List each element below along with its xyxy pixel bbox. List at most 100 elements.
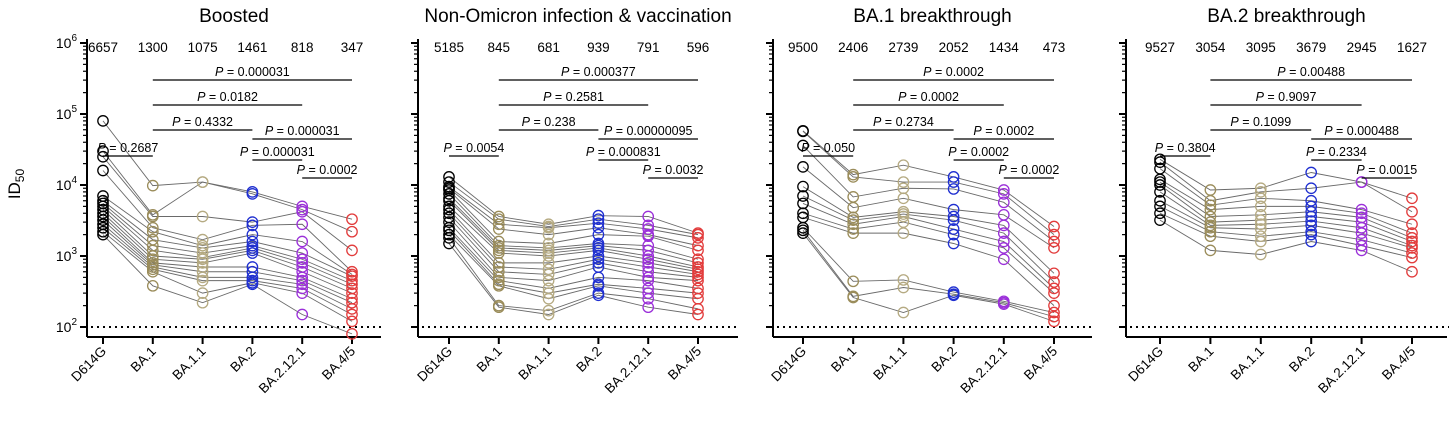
data-point: [1048, 315, 1060, 328]
x-tick-label: BA.2.12.1: [256, 344, 309, 397]
data-point: [1204, 230, 1217, 243]
data-point: [997, 227, 1010, 239]
x-tick-label: D614G: [1125, 344, 1166, 385]
p-value-label: P = 0.0182: [197, 90, 258, 104]
data-point: [1305, 182, 1318, 195]
p-value-label: P = 0.0002: [998, 163, 1059, 177]
gmt-value-label: 845: [488, 40, 511, 55]
x-tick-label: BA.1.1: [515, 344, 554, 383]
p-value-label: P = 0.0002: [297, 163, 358, 177]
y-axis-label: ID50: [5, 169, 27, 200]
series-line: [1159, 184, 1413, 242]
data-point: [997, 219, 1010, 232]
series-line: [802, 203, 1055, 289]
data-point: [1406, 192, 1418, 205]
y-axis-label-main: ID: [5, 182, 24, 199]
series-line: [1159, 161, 1413, 213]
data-point: [947, 237, 960, 250]
series-line: [448, 234, 699, 300]
x-tick-label: BA.2: [227, 344, 258, 375]
x-tick-label: BA.2.12.1: [957, 344, 1010, 397]
data-point: [947, 214, 960, 226]
data-point: [97, 164, 109, 177]
data-point: [346, 278, 358, 291]
y-axis-label-subscript: 50: [13, 169, 27, 183]
series-line: [1159, 205, 1413, 254]
data-point: [1154, 153, 1166, 166]
series-line: [1159, 212, 1413, 259]
data-point: [346, 274, 358, 287]
series-line: [1159, 181, 1413, 239]
data-point: [196, 257, 209, 269]
gmt-value-label: 9500: [788, 40, 818, 55]
series-line: [448, 176, 699, 234]
series-line: [448, 197, 699, 264]
data-point: [296, 274, 309, 287]
series-line: [1159, 168, 1413, 225]
data-point: [847, 227, 860, 239]
gmt-value-label: 596: [687, 40, 710, 55]
data-point: [997, 184, 1010, 196]
data-point: [443, 216, 455, 228]
data-point: [692, 244, 704, 257]
data-point: [1254, 214, 1267, 226]
data-point: [443, 224, 455, 237]
data-point: [897, 159, 910, 172]
data-point: [997, 253, 1010, 266]
data-point: [1406, 242, 1418, 254]
data-point: [346, 213, 358, 226]
series-line: [448, 221, 699, 282]
data-point: [1204, 210, 1217, 223]
data-point: [492, 274, 505, 287]
data-point: [196, 242, 209, 254]
series-line: [102, 223, 353, 310]
data-point: [847, 171, 860, 183]
data-point: [492, 257, 505, 269]
data-point: [1154, 173, 1166, 186]
data-point: [642, 301, 655, 314]
p-value-label: P = 0.00488: [1277, 65, 1345, 79]
x-tick-label: BA.2: [928, 344, 959, 375]
series-line: [802, 145, 1055, 242]
series-line: [802, 195, 1055, 283]
x-tick-label: BA.2.12.1: [602, 344, 655, 397]
data-point: [1305, 205, 1318, 218]
p-value-label: P = 0.9097: [1256, 90, 1317, 104]
data-point: [542, 263, 555, 276]
data-point: [1355, 176, 1368, 188]
panel-title: Boosted: [199, 6, 269, 27]
data-point: [897, 274, 910, 286]
data-point: [592, 257, 605, 269]
data-point: [947, 289, 960, 302]
series-line: [802, 186, 1055, 274]
data-point: [642, 265, 655, 278]
data-point: [797, 227, 809, 239]
data-point: [346, 328, 358, 340]
series-line: [102, 231, 353, 322]
data-point: [542, 237, 555, 250]
data-point: [246, 278, 259, 291]
y-tick-label: 103: [56, 246, 78, 264]
p-value-label: P = 0.0002: [973, 124, 1034, 138]
data-point: [542, 304, 555, 317]
x-tick-label: BA.4/5: [319, 344, 358, 383]
data-point: [692, 257, 704, 269]
series-line: [1159, 191, 1413, 247]
x-tick-label: BA.1.1: [1228, 344, 1267, 383]
p-value-label: P = 0.000031: [265, 124, 340, 138]
series-line: [802, 166, 1055, 249]
data-point: [847, 291, 860, 304]
series-line: [102, 120, 353, 220]
data-point: [146, 179, 159, 192]
panel-1: Boosted 102 103 104 105 106 D614G BA.1 BA.1.1 BA.…: [56, 6, 383, 396]
p-value-label: P = 0.0054: [443, 141, 504, 155]
data-point: [847, 211, 860, 224]
series-line: [448, 181, 699, 236]
series-line: [802, 130, 1055, 227]
data-point: [296, 235, 309, 248]
panel-4: BA.2 breakthrough D614G BA.1 BA.1.1 BA.2BA.2…: [1119, 6, 1449, 396]
data-point: [97, 194, 109, 207]
series-line: [102, 200, 353, 277]
data-point: [196, 265, 209, 278]
gmt-value-label: 347: [341, 40, 364, 55]
